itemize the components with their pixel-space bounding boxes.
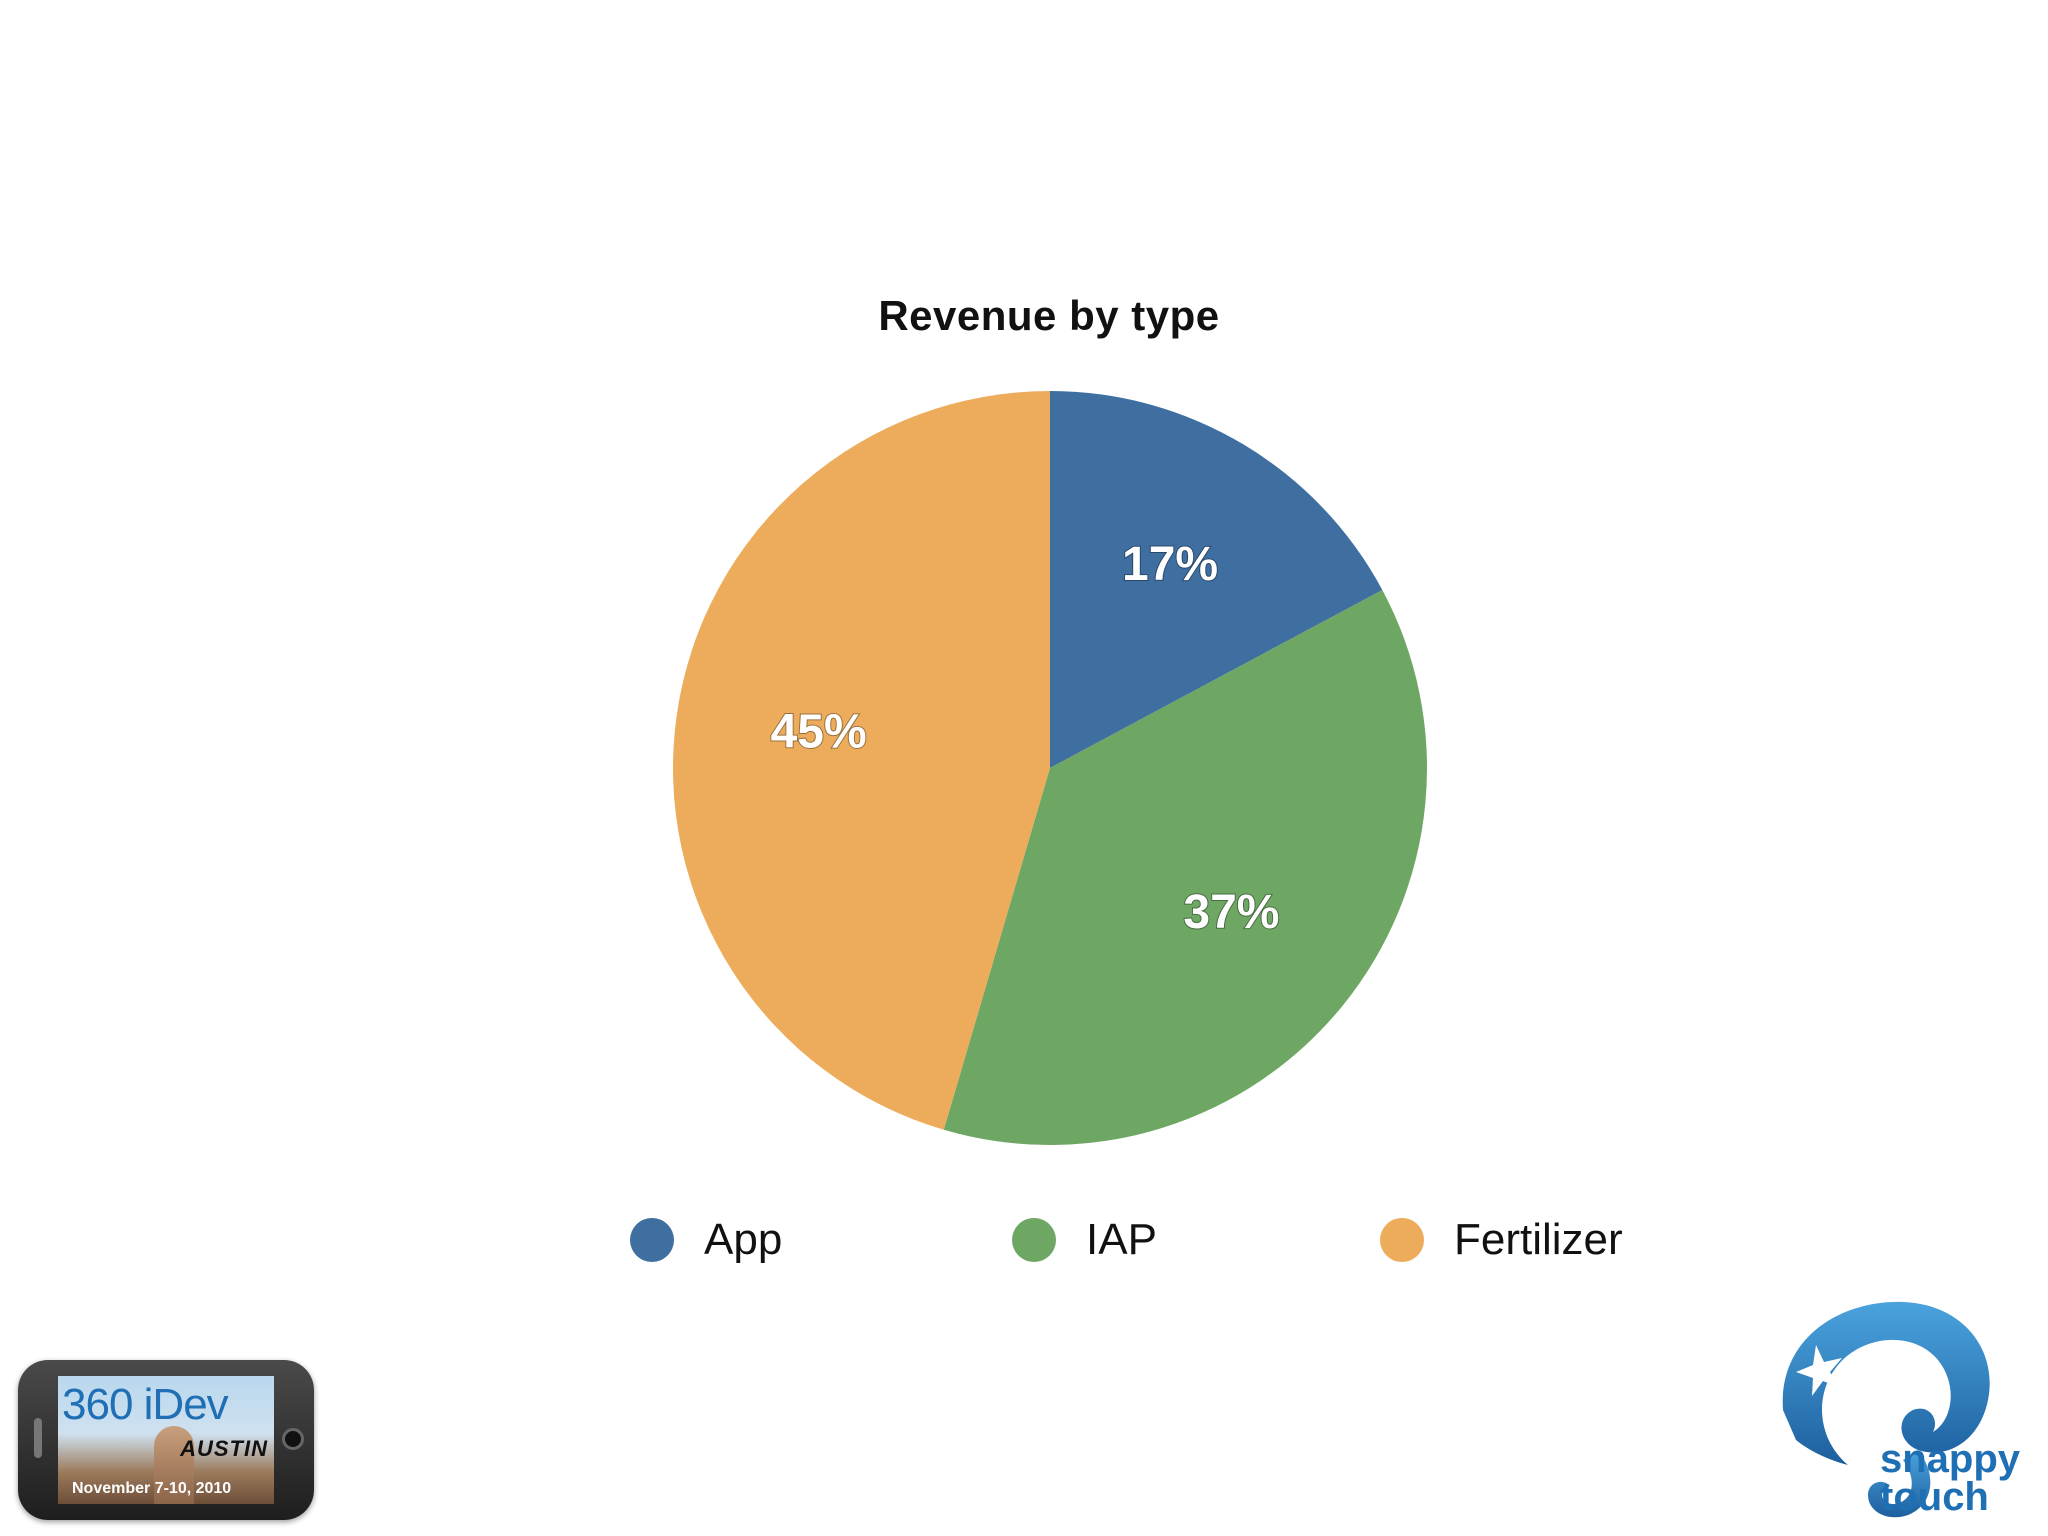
legend-swatch-iap xyxy=(1012,1218,1056,1262)
pie-label-iap: 37% xyxy=(1183,886,1279,939)
company-name-line1: snappy xyxy=(1880,1437,2021,1481)
legend: App IAP Fertilizer xyxy=(0,1210,2048,1270)
legend-label-fertilizer: Fertilizer xyxy=(1454,1215,1623,1264)
event-city: AUSTIN xyxy=(180,1436,268,1461)
event-brand: 360 iDev xyxy=(62,1380,229,1429)
company-name-line2: touch xyxy=(1880,1475,1989,1519)
phone-camera-icon xyxy=(282,1428,304,1450)
legend-label-iap: IAP xyxy=(1086,1215,1157,1264)
pie-labels: 17% 37% 45% xyxy=(770,537,1281,940)
pie-slice-fertilizer xyxy=(672,391,1050,1130)
pie-slice-app xyxy=(1050,391,1383,768)
pie-label-app: 17% xyxy=(1122,538,1218,591)
event-dates: November 7-10, 2010 xyxy=(72,1480,232,1497)
legend-label-app: App xyxy=(704,1215,783,1264)
pie-slice-iap xyxy=(943,589,1427,1146)
event-badge-screen: 360 iDev AUSTIN November 7-10, 2010 xyxy=(58,1376,274,1504)
company-name: snappy touch xyxy=(1880,1437,2021,1519)
legend-item-app: App xyxy=(630,1210,782,1270)
event-badge: 360 iDev AUSTIN November 7-10, 2010 xyxy=(18,1360,314,1520)
phone-speaker-icon xyxy=(34,1418,42,1458)
legend-swatch-app xyxy=(630,1218,674,1262)
snappy-touch-logo-icon xyxy=(1782,1301,1990,1518)
chart-title: Revenue by type xyxy=(878,292,1220,339)
pie-label-fertilizer: 45% xyxy=(771,705,867,758)
capitol-building-icon xyxy=(154,1426,194,1504)
legend-swatch-fertilizer xyxy=(1380,1218,1424,1262)
pie-slices xyxy=(672,391,1427,1146)
legend-item-fertilizer: Fertilizer xyxy=(1380,1210,1623,1270)
legend-item-iap: IAP xyxy=(1012,1210,1157,1270)
